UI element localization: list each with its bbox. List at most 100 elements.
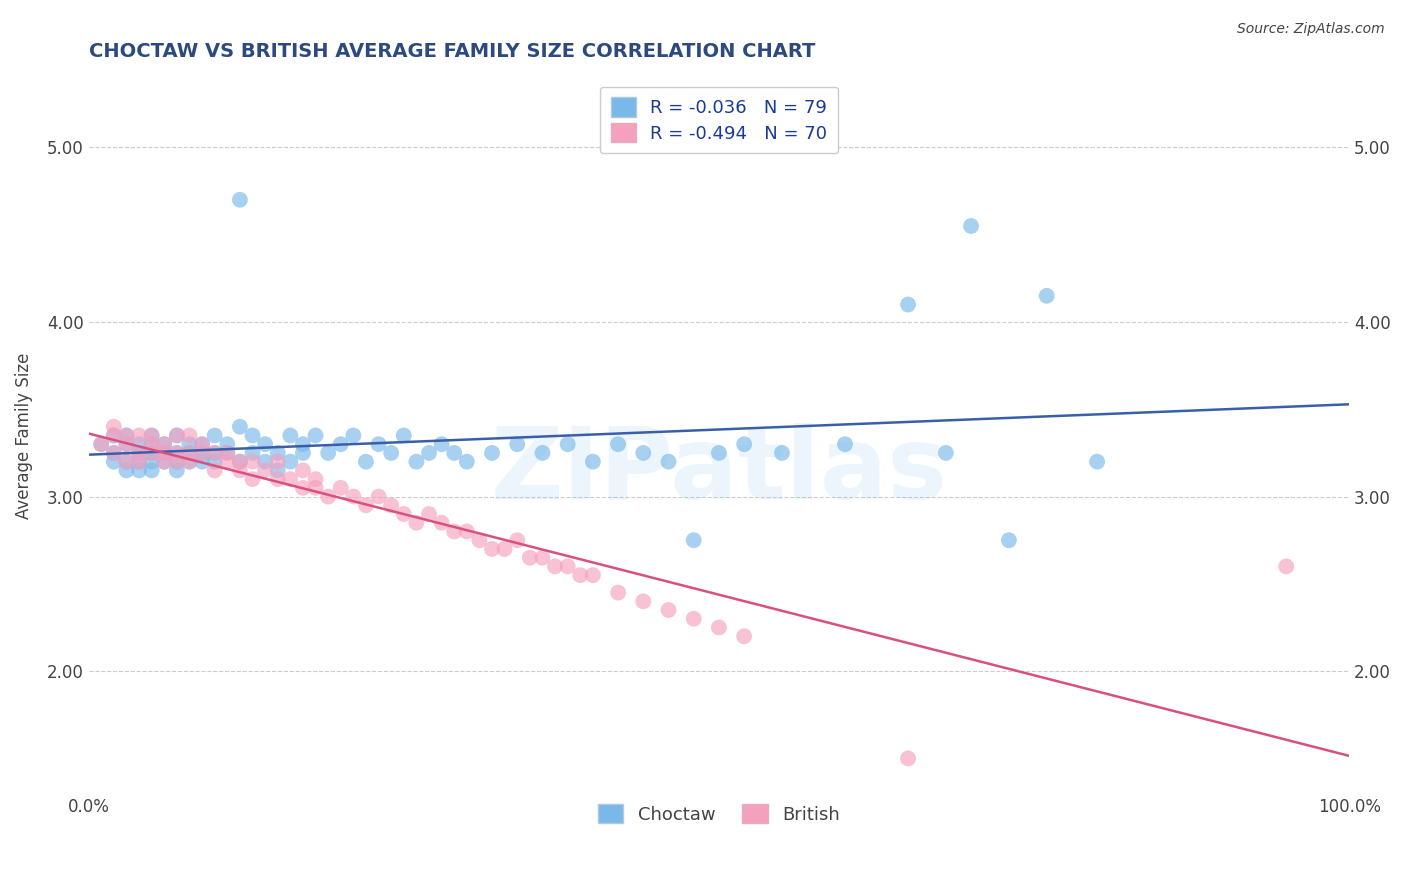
Point xyxy=(166,428,188,442)
Point xyxy=(229,455,252,469)
Point xyxy=(103,446,125,460)
Point xyxy=(141,463,163,477)
Legend: Choctaw, British: Choctaw, British xyxy=(588,793,851,834)
Point xyxy=(1085,455,1108,469)
Point xyxy=(141,428,163,442)
Point xyxy=(291,437,314,451)
Point xyxy=(405,455,427,469)
Point xyxy=(267,463,290,477)
Point xyxy=(128,455,150,469)
Point xyxy=(204,463,226,477)
Point xyxy=(304,428,326,442)
Point xyxy=(204,446,226,460)
Point xyxy=(291,446,314,460)
Point xyxy=(217,437,239,451)
Point xyxy=(278,428,301,442)
Point xyxy=(115,437,138,451)
Point xyxy=(204,446,226,460)
Point xyxy=(90,437,112,451)
Point xyxy=(392,428,415,442)
Point xyxy=(443,524,465,539)
Point xyxy=(633,446,655,460)
Point xyxy=(229,463,252,477)
Point xyxy=(229,419,252,434)
Point xyxy=(418,446,440,460)
Point xyxy=(304,481,326,495)
Point xyxy=(367,490,389,504)
Point xyxy=(291,481,314,495)
Point xyxy=(128,446,150,460)
Point xyxy=(141,428,163,442)
Point xyxy=(179,437,201,451)
Point xyxy=(557,559,579,574)
Point xyxy=(242,446,264,460)
Point xyxy=(329,437,352,451)
Point xyxy=(481,541,503,556)
Point xyxy=(153,437,176,451)
Point xyxy=(278,472,301,486)
Point xyxy=(166,428,188,442)
Point xyxy=(141,446,163,460)
Point xyxy=(443,446,465,460)
Point xyxy=(329,481,352,495)
Point xyxy=(557,437,579,451)
Point xyxy=(267,455,290,469)
Point xyxy=(141,446,163,460)
Point xyxy=(242,428,264,442)
Point xyxy=(430,516,453,530)
Point xyxy=(166,446,188,460)
Point xyxy=(897,751,920,765)
Point xyxy=(998,533,1021,548)
Point xyxy=(456,455,478,469)
Point xyxy=(179,446,201,460)
Point xyxy=(141,437,163,451)
Point xyxy=(682,533,704,548)
Point xyxy=(267,472,290,486)
Point xyxy=(1275,559,1298,574)
Point xyxy=(217,455,239,469)
Point xyxy=(380,446,402,460)
Point xyxy=(960,219,983,233)
Point xyxy=(506,437,529,451)
Point xyxy=(733,629,755,643)
Point xyxy=(267,446,290,460)
Point xyxy=(115,455,138,469)
Point xyxy=(191,437,214,451)
Point xyxy=(179,455,201,469)
Point xyxy=(141,455,163,469)
Point xyxy=(506,533,529,548)
Point xyxy=(166,463,188,477)
Point xyxy=(519,550,541,565)
Point xyxy=(531,550,554,565)
Point xyxy=(103,428,125,442)
Point xyxy=(468,533,491,548)
Text: CHOCTAW VS BRITISH AVERAGE FAMILY SIZE CORRELATION CHART: CHOCTAW VS BRITISH AVERAGE FAMILY SIZE C… xyxy=(89,42,815,61)
Point xyxy=(405,516,427,530)
Point xyxy=(217,446,239,460)
Point xyxy=(354,455,377,469)
Point xyxy=(392,507,415,521)
Point xyxy=(342,490,364,504)
Point xyxy=(254,455,277,469)
Point xyxy=(569,568,592,582)
Point xyxy=(254,463,277,477)
Point xyxy=(179,428,201,442)
Point xyxy=(103,455,125,469)
Point xyxy=(897,297,920,311)
Point xyxy=(657,455,679,469)
Point xyxy=(254,437,277,451)
Point xyxy=(128,437,150,451)
Y-axis label: Average Family Size: Average Family Size xyxy=(15,352,32,518)
Point xyxy=(531,446,554,460)
Point xyxy=(481,446,503,460)
Point xyxy=(354,498,377,512)
Point xyxy=(544,559,567,574)
Point xyxy=(103,419,125,434)
Point xyxy=(191,446,214,460)
Point xyxy=(217,446,239,460)
Point xyxy=(191,446,214,460)
Point xyxy=(582,455,605,469)
Point xyxy=(418,507,440,521)
Point xyxy=(103,428,125,442)
Point xyxy=(430,437,453,451)
